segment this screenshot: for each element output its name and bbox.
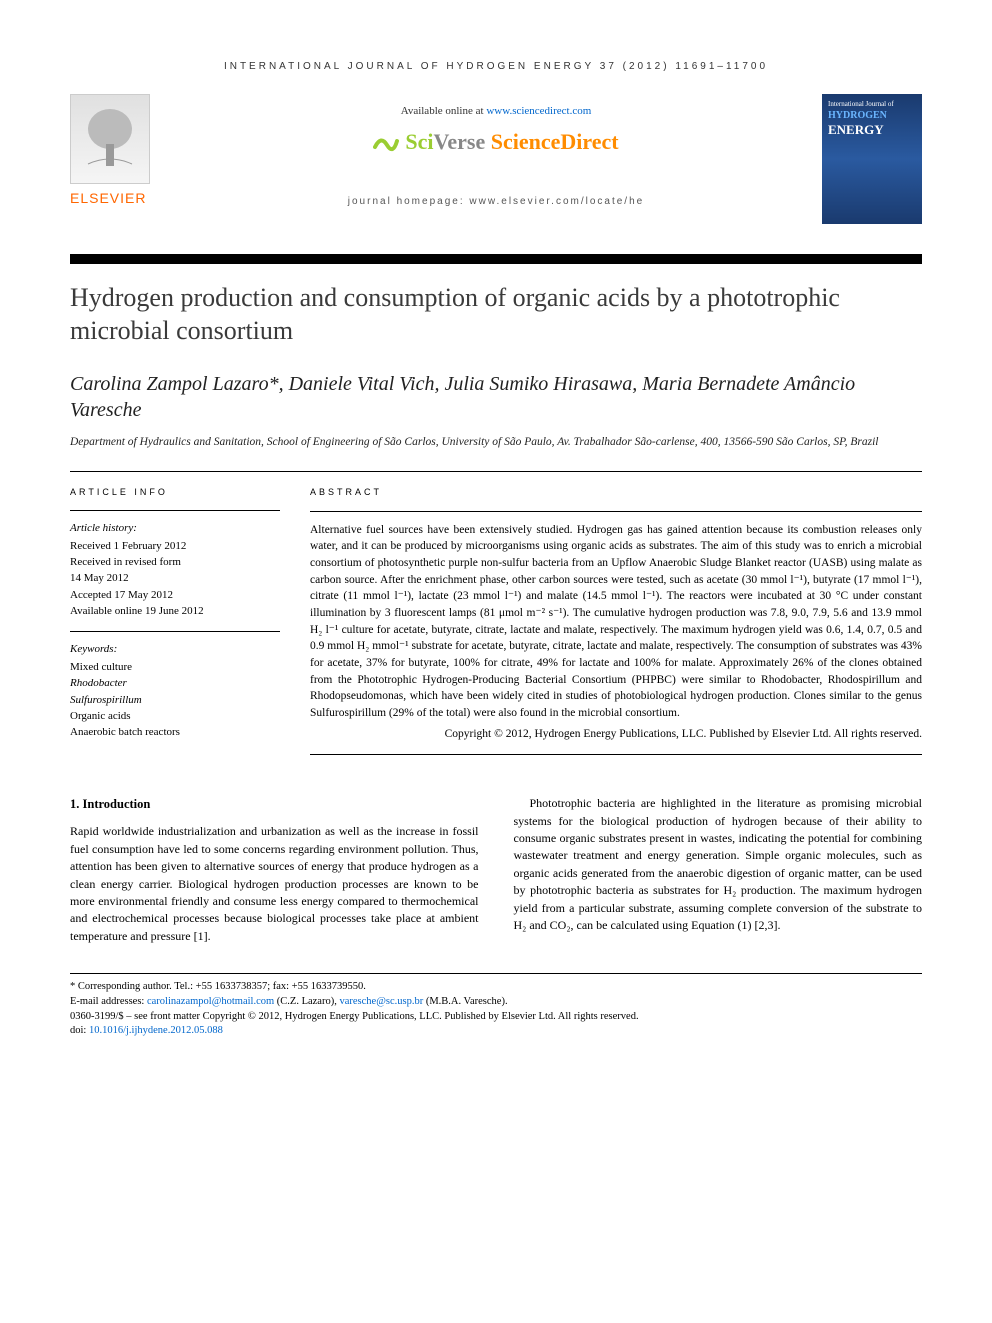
body-columns: 1. Introduction Rapid worldwide industri… [70,795,922,945]
journal-header: INTERNATIONAL JOURNAL OF HYDROGEN ENERGY… [70,60,922,74]
info-divider [70,631,280,632]
info-abstract-row: ARTICLE INFO Article history: Received 1… [70,486,922,766]
article-title: Hydrogen production and consumption of o… [70,282,922,347]
section-heading-intro: 1. Introduction [70,795,479,813]
cover-line2: HYDROGEN [828,110,916,121]
corresponding-author: * Corresponding author. Tel.: +55 163373… [70,980,922,995]
received-date: Received 1 February 2012 [70,539,280,554]
top-banner: ELSEVIER Available online at www.science… [70,94,922,244]
keyword: Rhodobacter [70,676,280,691]
elsevier-logo: ELSEVIER [70,94,170,209]
intro-paragraph-2: Phototrophic bacteria are highlighted in… [514,795,923,934]
authors-list: Carolina Zampol Lazaro*, Daniele Vital V… [70,371,922,423]
footnotes: * Corresponding author. Tel.: +55 163373… [70,973,922,1039]
email-line: E-mail addresses: carolinazampol@hotmail… [70,995,922,1010]
title-separator-bar [70,254,922,264]
emails-label: E-mail addresses: [70,996,147,1007]
sciencedirect-link[interactable]: www.sciencedirect.com [486,105,591,117]
elsevier-tree-icon [70,94,150,184]
email-name-1: (C.Z. Lazaro), [277,996,340,1007]
abstract-heading: ABSTRACT [310,486,922,499]
revised-date-2: 14 May 2012 [70,571,280,586]
revised-date-1: Received in revised form [70,555,280,570]
doi-label: doi: [70,1025,86,1036]
cover-line1: International Journal of [828,100,916,110]
intro-paragraph-1: Rapid worldwide industrialization and ur… [70,823,479,945]
sciverse-sci: Sci [405,129,433,154]
issn-copyright: 0360-3199/$ – see front matter Copyright… [70,1010,922,1025]
keyword: Mixed culture [70,660,280,675]
journal-homepage: journal homepage: www.elsevier.com/locat… [190,195,802,209]
available-label: Available online at [401,105,487,117]
abstract-column: ABSTRACT Alternative fuel sources have b… [310,486,922,766]
sciverse-wave-icon [373,131,399,155]
sciverse-logo: SciVerse ScienceDirect [373,127,618,155]
abstract-divider [310,511,922,512]
cover-line3: ENERGY [828,121,916,139]
center-header-block: Available online at www.sciencedirect.co… [170,94,822,209]
online-date: Available online 19 June 2012 [70,604,280,619]
accepted-date: Accepted 17 May 2012 [70,588,280,603]
article-info-heading: ARTICLE INFO [70,486,280,499]
sciverse-verse: Verse [434,129,491,154]
abstract-copyright: Copyright © 2012, Hydrogen Energy Public… [310,726,922,743]
journal-cover-thumbnail: International Journal of HYDROGEN ENERGY [822,94,922,224]
divider [70,471,922,472]
sciverse-sd: ScienceDirect [491,129,619,154]
article-info-column: ARTICLE INFO Article history: Received 1… [70,486,280,766]
email-link-2[interactable]: varesche@sc.usp.br [339,996,423,1007]
keyword: Sulfurospirillum [70,693,280,708]
body-column-right: Phototrophic bacteria are highlighted in… [514,795,923,945]
email-name-2: (M.B.A. Varesche). [426,996,508,1007]
keyword: Anaerobic batch reactors [70,725,280,740]
doi-line: doi: 10.1016/j.ijhydene.2012.05.088 [70,1024,922,1039]
email-link-1[interactable]: carolinazampol@hotmail.com [147,996,274,1007]
affiliation: Department of Hydraulics and Sanitation,… [70,435,922,451]
body-column-left: 1. Introduction Rapid worldwide industri… [70,795,479,945]
abstract-text: Alternative fuel sources have been exten… [310,522,922,722]
doi-link[interactable]: 10.1016/j.ijhydene.2012.05.088 [89,1025,223,1036]
abstract-bottom-divider [310,754,922,755]
info-divider [70,510,280,511]
available-online-text: Available online at www.sciencedirect.co… [190,104,802,119]
keyword: Organic acids [70,709,280,724]
elsevier-text: ELSEVIER [70,189,170,209]
keywords-label: Keywords: [70,642,280,657]
history-label: Article history: [70,521,280,536]
